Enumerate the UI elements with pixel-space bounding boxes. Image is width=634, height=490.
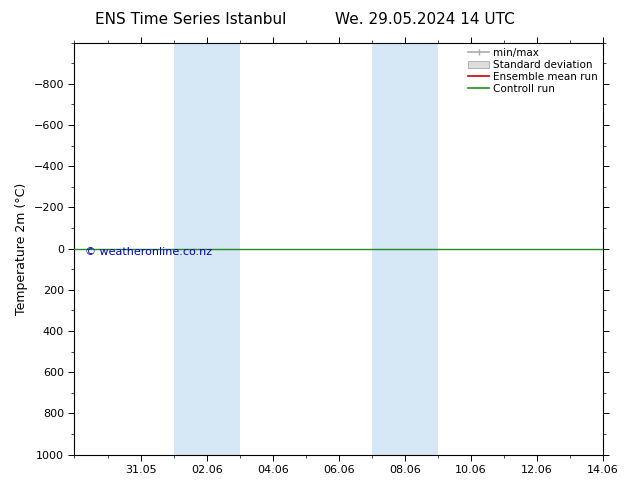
- Text: © weatheronline.co.nz: © weatheronline.co.nz: [85, 246, 212, 257]
- Text: We. 29.05.2024 14 UTC: We. 29.05.2024 14 UTC: [335, 12, 515, 27]
- Text: ENS Time Series Istanbul: ENS Time Series Istanbul: [94, 12, 286, 27]
- Bar: [372, 43, 438, 455]
- Bar: [174, 43, 240, 455]
- Y-axis label: Temperature 2m (°C): Temperature 2m (°C): [15, 182, 28, 315]
- Legend: min/max, Standard deviation, Ensemble mean run, Controll run: min/max, Standard deviation, Ensemble me…: [466, 46, 600, 96]
